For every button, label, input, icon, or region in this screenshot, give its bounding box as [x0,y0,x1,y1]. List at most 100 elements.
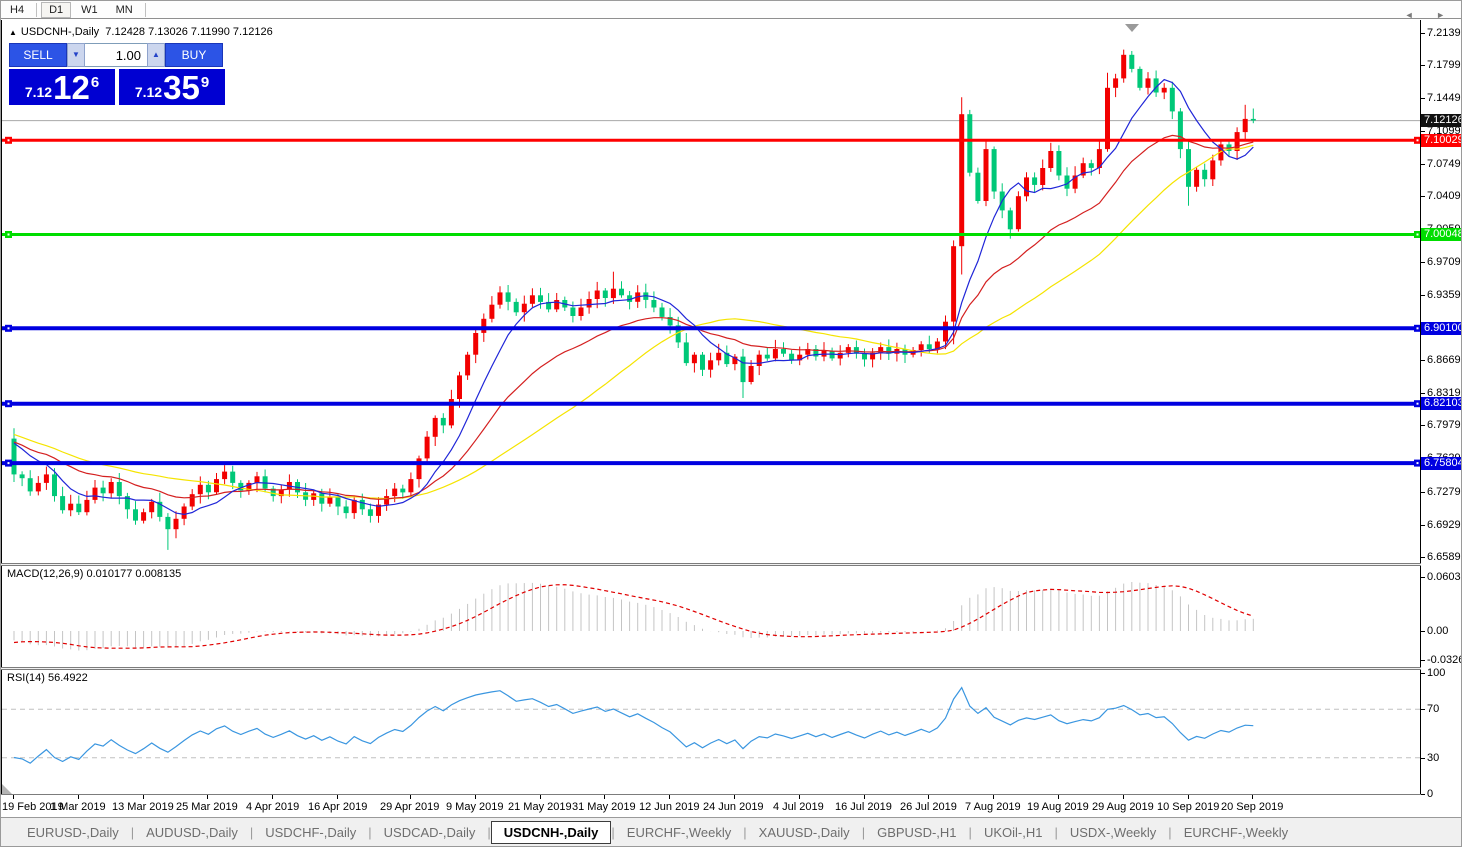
axis-tick [1421,758,1425,759]
rsi-label: RSI(14) 56.4922 [7,672,88,684]
chart-tab-xauusd-daily[interactable]: XAUUSD-,Daily [758,824,850,840]
period-toolbar: H4 D1 W1 MN [1,1,1461,19]
price-tick-label: 6.79790 [1427,419,1461,431]
axis-tick [1421,196,1425,197]
date-tick [669,795,670,799]
tab-scroll-arrows-icon[interactable]: ◄ ► [1404,10,1455,20]
level-price-tag: 7.00048 [1421,228,1461,241]
chart-tab-bar: EURUSD-,Daily | AUDUSD-,Daily | USDCHF-,Dail… [1,817,1461,846]
rsi-panel: RSI(14) 56.4922 [1,670,1421,794]
date-tick-label: 1 Mar 2019 [50,801,106,813]
date-tick [1058,795,1059,799]
main-chart-panel[interactable] [1,20,1421,563]
axis-tick [1421,794,1425,795]
tab-separator: | [968,824,972,840]
axis-tick [1421,577,1425,578]
sell-quote-box[interactable]: 7.12 12 6 [9,69,115,105]
tab-separator: | [368,824,372,840]
level-price-tag: 6.75804 [1421,457,1461,470]
price-tick-label: 0 [1427,788,1434,800]
volume-decrease-button[interactable]: ▼ [67,43,85,67]
tab-separator: | [1054,824,1058,840]
panel-resize-grip[interactable] [2,784,12,794]
date-tick-label: 21 May 2019 [508,801,572,813]
axis-tick [1421,393,1425,394]
one-click-trade-widget: SELL ▼ ▲ BUY 7.12 12 6 7.12 35 9 [9,43,225,105]
sell-price-sup: 6 [90,74,100,91]
axis-tick [1421,33,1425,34]
axis-tick [1421,164,1425,165]
axis-tick [1421,525,1425,526]
timeframe-button-d1[interactable]: D1 [41,1,72,18]
chart-tab-eurusd-daily[interactable]: EURUSD-,Daily [27,824,119,840]
axis-tick [1421,360,1425,361]
chart-tab-usdcnh-daily[interactable]: USDCNH-,Daily [490,820,612,844]
axis-tick [1421,425,1425,426]
macd-panel: MACD(12,26,9) 0.010177 0.008135 [1,566,1421,667]
price-tick-label: 7.14490 [1427,92,1461,104]
date-tick [734,795,735,799]
chart-tab-eurchf-weekly[interactable]: EURCHF-,Weekly [626,824,732,840]
sell-button[interactable]: SELL [9,43,67,67]
macd-label: MACD(12,26,9) 0.010177 0.008135 [7,568,182,580]
price-tick-label: 6.97090 [1427,256,1461,268]
price-tick-label: 0.00 [1427,625,1449,637]
buy-button[interactable]: BUY [165,43,223,67]
date-tick [540,795,541,799]
date-tick-label: 29 Aug 2019 [1092,801,1154,813]
volume-input[interactable] [85,43,147,67]
axis-tick [1421,295,1425,296]
collapse-quote-arrow-icon[interactable]: ▲ [9,28,17,37]
timeframe-button-w1[interactable]: W1 [81,3,98,16]
date-tick [272,795,273,799]
sell-price-big: 12 [53,69,90,106]
tab-separator: | [743,824,747,840]
date-tick [928,795,929,799]
axis-tick [1421,131,1425,132]
current-price-tag: 7.12126 [1421,114,1461,127]
symbol-name: USDCNH-,Daily [20,26,100,38]
date-tick [78,795,79,799]
axis-tick [1421,557,1425,558]
tab-separator: | [487,824,491,840]
price-tick-label: 7.04090 [1427,190,1461,202]
chart-tab-usdx-weekly[interactable]: USDX-,Weekly [1069,824,1157,840]
timeframe-button-h4[interactable]: H4 [10,3,25,16]
panel-separator[interactable] [1,563,1421,566]
chart-shift-marker-icon[interactable] [1125,24,1139,32]
chart-tab-eurchf-weekly[interactable]: EURCHF-,Weekly [1183,824,1289,840]
axis-tick [1421,98,1425,99]
buy-price-prefix: 7.12 [134,84,163,100]
chart-tab-gbpusd-h1[interactable]: GBPUSD-,H1 [877,824,957,840]
date-tick-label: 24 Jun 2019 [703,801,764,813]
chart-tab-usdchf-daily[interactable]: USDCHF-,Daily [265,824,357,840]
date-axis: 19 Feb 2019 1 Mar 2019 13 Mar 2019 25 Mar 2… [1,795,1421,817]
price-tick-label: 7.21390 [1427,27,1461,39]
axis-tick [1421,660,1425,661]
price-tick-label: 30 [1427,752,1440,764]
buy-quote-box[interactable]: 7.12 35 9 [119,69,225,105]
buy-price-big: 35 [163,69,200,106]
axis-tick [1421,709,1425,710]
price-tick-label: 70 [1427,703,1440,715]
date-tick-label: 31 May 2019 [572,801,636,813]
price-tick-label: 7.07490 [1427,158,1461,170]
volume-increase-button[interactable]: ▲ [147,43,165,67]
chart-tab-ukoil-h1[interactable]: UKOil-,H1 [983,824,1043,840]
date-tick [1123,795,1124,799]
date-tick-label: 4 Apr 2019 [246,801,300,813]
panel-separator[interactable] [1,667,1421,670]
chart-tab-usdcad-daily[interactable]: USDCAD-,Daily [383,824,476,840]
date-tick-label: 16 Jul 2019 [835,801,892,813]
price-axis: 7.213907.179907.144907.109907.074907.040… [1421,20,1461,818]
date-tick [337,795,338,799]
axis-tick [1421,673,1425,674]
date-tick-label: 29 Apr 2019 [380,801,440,813]
chart-tab-audusd-daily[interactable]: AUDUSD-,Daily [146,824,238,840]
tab-separator: | [1168,824,1172,840]
timeframe-button-mn[interactable]: MN [115,3,133,16]
symbol-ohlc-header: ▲ USDCNH-,Daily 7.12428 7.13026 7.11990 7… [9,26,273,38]
date-tick [1188,795,1189,799]
tab-separator: | [611,824,615,840]
